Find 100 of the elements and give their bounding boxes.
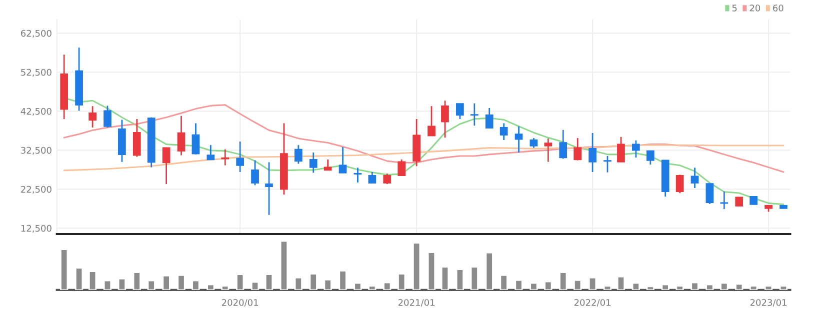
candlestick	[720, 190, 728, 210]
candlestick	[236, 140, 244, 173]
bar	[470, 266, 478, 290]
candlestick	[574, 137, 582, 161]
bar	[103, 280, 112, 290]
candlestick	[265, 162, 273, 216]
candlestick	[690, 167, 699, 189]
bar	[162, 275, 170, 290]
bar	[779, 285, 788, 290]
legend-label: 60	[773, 4, 784, 12]
candlestick	[162, 146, 170, 185]
bar	[398, 273, 406, 290]
bar	[514, 279, 523, 290]
bar	[264, 274, 274, 290]
bar	[177, 274, 186, 290]
candlestick	[338, 146, 347, 174]
y-tick-label: 42,500	[20, 108, 52, 116]
candlestick	[617, 136, 625, 163]
bar	[118, 278, 126, 290]
bar	[88, 270, 97, 290]
candlestick	[294, 144, 302, 164]
candlestick	[706, 182, 714, 205]
candlestick	[588, 132, 596, 173]
candlestick	[324, 158, 332, 172]
bar	[192, 280, 200, 290]
bar	[632, 282, 640, 290]
bar	[485, 252, 494, 290]
bar	[456, 268, 464, 290]
bar	[427, 252, 436, 290]
candlestick	[604, 155, 612, 174]
legend-label: 5	[732, 4, 737, 12]
x-tick-label: 2023/01	[750, 299, 786, 307]
bar	[206, 284, 215, 290]
bar	[588, 276, 597, 290]
candlestick	[676, 174, 684, 194]
bar	[676, 285, 684, 290]
y-tick-label: 22,500	[21, 186, 52, 194]
candlestick	[221, 148, 230, 166]
bar	[412, 242, 421, 290]
candlestick	[428, 105, 436, 136]
legend-label: 20	[750, 4, 760, 12]
bar	[309, 273, 318, 290]
candlestick	[485, 107, 494, 130]
bar	[221, 285, 230, 290]
candlestick	[192, 122, 200, 156]
candlestick	[354, 167, 362, 184]
bar	[368, 285, 376, 290]
candlestick	[177, 115, 186, 156]
candlestick	[470, 102, 478, 126]
bar	[236, 274, 244, 290]
bar	[440, 266, 450, 290]
x-tick-label: 2020/01	[222, 299, 258, 307]
candlestick	[632, 140, 640, 158]
bar	[750, 285, 758, 290]
bar	[574, 279, 582, 290]
bar	[74, 267, 84, 290]
candlestick	[368, 171, 376, 184]
candlestick	[383, 172, 392, 185]
candlestick	[441, 100, 449, 138]
bar	[354, 282, 362, 290]
bar	[530, 282, 538, 290]
candlestick	[500, 122, 508, 141]
bar	[690, 282, 699, 290]
line-series	[63, 144, 784, 172]
candlestick	[88, 105, 96, 128]
bar	[250, 281, 260, 290]
bar	[544, 280, 552, 290]
candlestick	[309, 152, 318, 174]
y-tick-label: 62,500	[21, 30, 52, 38]
y-tick-label: 32,500	[21, 146, 52, 155]
bar	[764, 285, 773, 290]
bar	[735, 283, 744, 290]
bar	[60, 248, 68, 290]
candlestick	[132, 118, 141, 158]
candlestick	[104, 104, 112, 128]
candlestick	[544, 138, 552, 163]
bar	[147, 280, 156, 290]
x-tick-label: 2022/01	[574, 299, 610, 307]
candlestick	[530, 137, 538, 149]
candlestick	[456, 103, 464, 120]
bar	[383, 282, 392, 290]
y-tick-label: 12,500	[21, 224, 52, 233]
bar	[294, 276, 302, 290]
y-tick-label: 52,500	[21, 68, 52, 77]
bar	[559, 272, 568, 290]
candlestick	[646, 150, 654, 166]
candlestick	[251, 160, 259, 186]
bar	[661, 284, 670, 290]
bar	[324, 278, 332, 290]
bar	[706, 284, 714, 290]
candlestick	[559, 129, 568, 160]
bar	[280, 240, 288, 290]
bar	[500, 274, 508, 290]
bar	[616, 276, 626, 290]
candlestick	[398, 158, 406, 177]
x-tick-label: 2021/01	[398, 299, 434, 307]
candlestick	[514, 126, 523, 154]
bar	[720, 282, 728, 290]
bar	[603, 285, 612, 290]
candlestick	[206, 144, 215, 160]
